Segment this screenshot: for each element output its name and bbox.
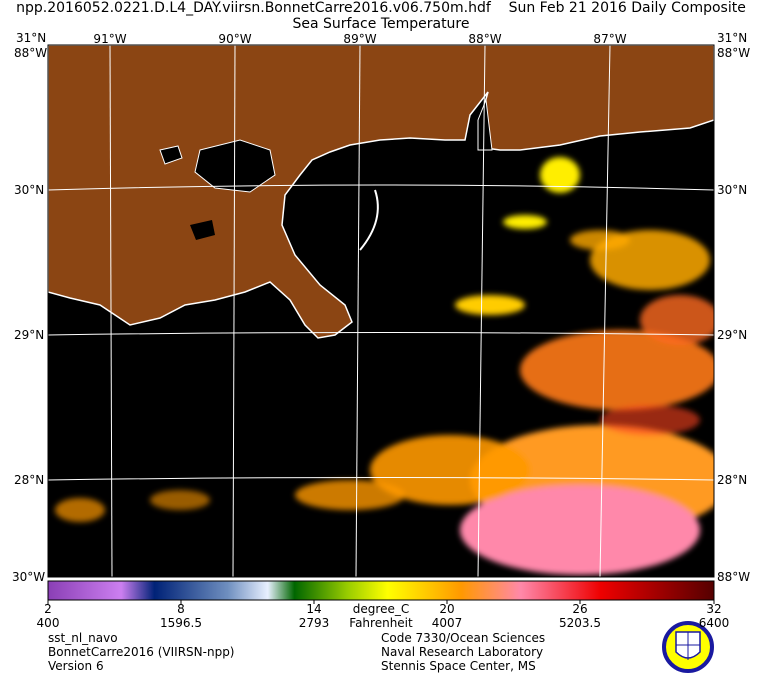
algorithm-label: sst_nl_navo (48, 631, 118, 645)
unit-fahrenheit: Fahrenheit (349, 616, 413, 630)
lon-label: 88°W (468, 32, 502, 46)
lat-label-right: 29°N (717, 328, 748, 342)
unit-celsius: degree_C (352, 602, 410, 616)
lat-label-left: 29°N (14, 328, 45, 342)
corner-label-bottom-left: 30°W (12, 570, 46, 584)
fahrenheit-tick: 400 (36, 616, 60, 630)
celsius-tick: 20 (439, 602, 455, 616)
org-location: Stennis Space Center, MS (381, 659, 536, 673)
lat-label-left: 30°N (14, 183, 45, 197)
fahrenheit-tick: 4007 (431, 616, 463, 630)
version-label: Version 6 (48, 659, 104, 673)
celsius-tick: 26 (572, 602, 588, 616)
dataset-label: BonnetCarre2016 (VIIRSN-npp) (48, 645, 235, 659)
corner-label-top-right: 31°N (717, 31, 748, 45)
colorbar-ticks (47, 600, 715, 604)
lake (190, 220, 215, 240)
title-file-and-date: npp.2016052.0221.D.L4_DAY.viirsn.BonnetC… (16, 0, 746, 16)
celsius-tick: 14 (306, 602, 322, 616)
composite-date: Sun Feb 21 2016 Daily Composite (508, 0, 746, 16)
org-name: Naval Research Laboratory (381, 645, 544, 659)
lon-label: 90°W (218, 32, 252, 46)
nrl-logo (662, 621, 714, 673)
corner-label-top-left: 31°N (16, 31, 47, 45)
lon-label: 87°W (593, 32, 627, 46)
fahrenheit-tick: 2793 (298, 616, 330, 630)
celsius-tick: 2 (44, 602, 52, 616)
corner-label-right-lon: 88°W (717, 46, 751, 60)
org-code: Code 7330/Ocean Sciences (381, 631, 546, 645)
lat-label-right: 30°N (717, 183, 748, 197)
product-title: Sea Surface Temperature (292, 16, 470, 32)
lat-label-left: 28°N (14, 473, 45, 487)
file-name: npp.2016052.0221.D.L4_DAY.viirsn.BonnetC… (16, 0, 491, 16)
fahrenheit-tick: 6400 (698, 616, 730, 630)
land (48, 45, 714, 339)
lon-label: 91°W (93, 32, 127, 46)
lake-maurepas (159, 145, 183, 165)
fahrenheit-tick: 5203.5 (559, 616, 601, 630)
graticule (48, 45, 714, 577)
celsius-tick: 8 (177, 602, 185, 616)
sst-patches (55, 157, 714, 575)
colorbar (47, 580, 715, 601)
corner-label-left-lon: 88°W (14, 46, 48, 60)
fahrenheit-tick: 1596.5 (160, 616, 202, 630)
celsius-tick: 32 (706, 602, 722, 616)
mobile-bay (477, 99, 493, 151)
lon-label: 89°W (343, 32, 377, 46)
chandeleur-islands (359, 189, 379, 251)
map-frame (47, 44, 715, 578)
lat-label-right: 28°N (717, 473, 748, 487)
corner-label-bottom-right: 88°W (717, 570, 751, 584)
